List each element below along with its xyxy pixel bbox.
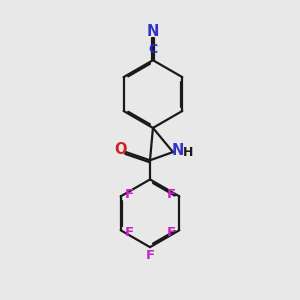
- Text: O: O: [114, 142, 127, 157]
- Text: N: N: [172, 143, 184, 158]
- Text: F: F: [167, 226, 176, 239]
- Text: F: F: [167, 188, 176, 200]
- Text: F: F: [124, 188, 134, 200]
- Text: F: F: [146, 249, 154, 262]
- Text: F: F: [124, 226, 134, 239]
- Text: C: C: [148, 43, 158, 56]
- Text: H: H: [183, 146, 194, 159]
- Text: N: N: [147, 24, 159, 39]
